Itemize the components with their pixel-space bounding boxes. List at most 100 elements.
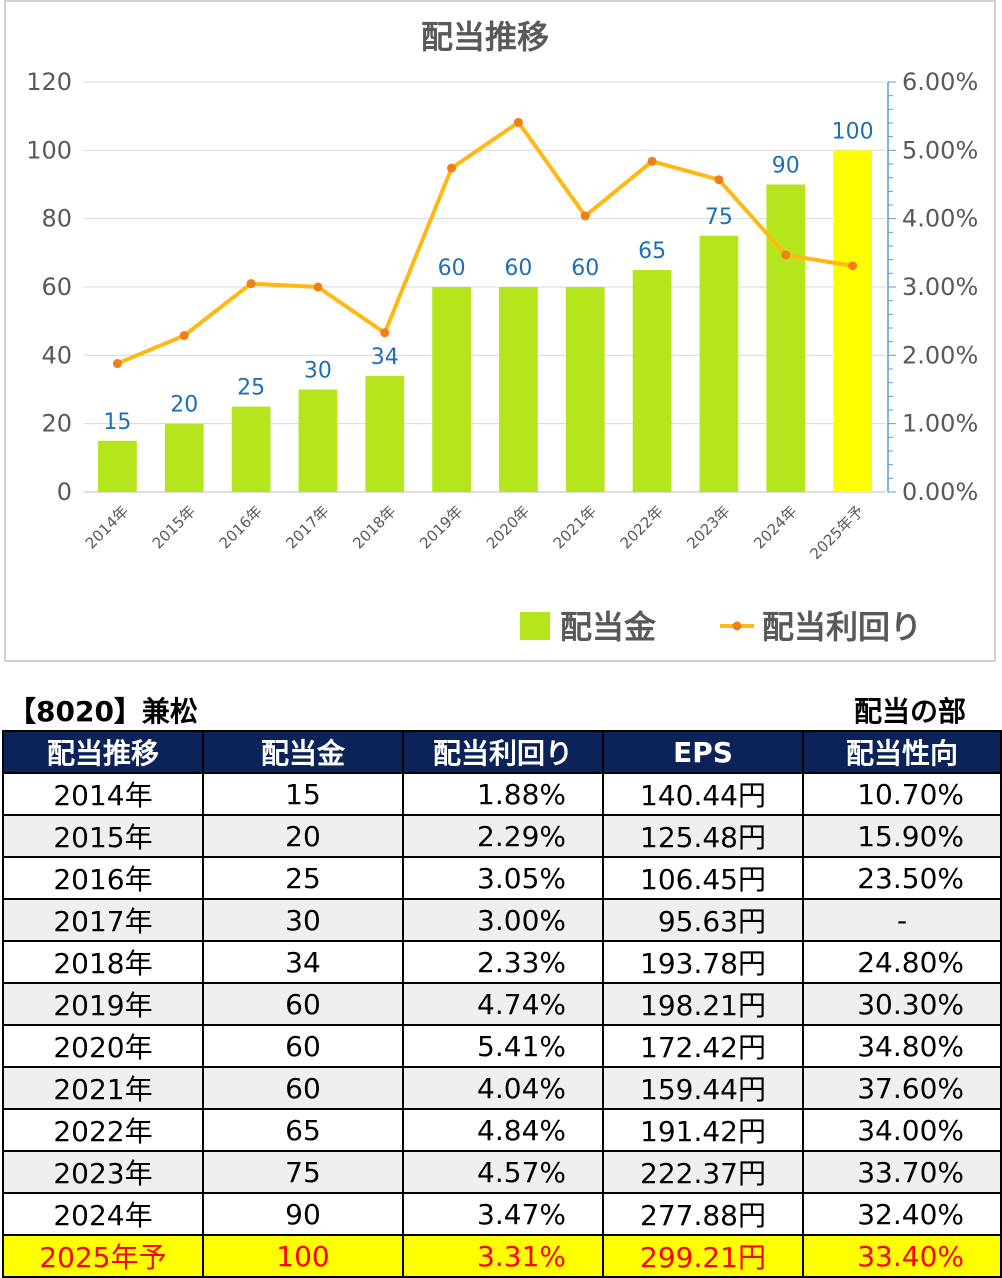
- yield-point: [179, 331, 189, 341]
- yield-point: [513, 117, 523, 127]
- x-tick-label: 2024年: [750, 502, 800, 552]
- y-right-tick-label: 4.00%: [902, 205, 978, 233]
- bar-data-label: 60: [504, 256, 532, 281]
- cell-payout: 15.90%: [802, 814, 1002, 858]
- cell-payout: 24.80%: [802, 940, 1002, 984]
- bar-data-label: 90: [772, 154, 800, 179]
- table-row: 2025年予 100 3.31% 299.21円 33.40%: [2, 1234, 1002, 1278]
- cell-eps: 191.42円: [602, 1108, 804, 1152]
- cell-year: 2020年: [2, 1024, 204, 1068]
- bar-data-label: 25: [237, 376, 265, 401]
- cell-year: 2015年: [2, 814, 204, 858]
- x-tick-label: 2025年予: [806, 502, 867, 563]
- cell-yield: 4.04%: [402, 1066, 604, 1110]
- cell-yield: 4.84%: [402, 1108, 604, 1152]
- cell-yield: 2.33%: [402, 940, 604, 984]
- table-row: 2015年 20 2.29% 125.48円 15.90%: [2, 814, 1002, 858]
- table-row: 2023年 75 4.57% 222.37円 33.70%: [2, 1150, 1002, 1194]
- x-tick-label: 2019年: [416, 502, 466, 552]
- cell-yield: 4.57%: [402, 1150, 604, 1194]
- y-left-tick-label: 80: [41, 205, 72, 233]
- bar: [632, 269, 672, 492]
- table-header-row: 配当推移 配当金 配当利回り EPS 配当性向: [2, 730, 1002, 774]
- bar-data-label: 65: [638, 239, 666, 264]
- bar-data-label: 20: [170, 393, 198, 418]
- cell-payout: 33.70%: [802, 1150, 1002, 1194]
- y-left-tick-label: 20: [41, 410, 72, 438]
- bar-data-label: 60: [571, 256, 599, 281]
- cell-yield: 4.74%: [402, 982, 604, 1026]
- cell-yield: 5.41%: [402, 1024, 604, 1068]
- bar: [98, 440, 137, 492]
- bar-data-label: 75: [705, 205, 733, 230]
- cell-payout: 34.80%: [802, 1024, 1002, 1068]
- cell-year: 2024年: [2, 1192, 204, 1236]
- x-tick-label: 2018年: [349, 502, 399, 552]
- y-left-tick-label: 100: [26, 136, 72, 164]
- bar: [565, 287, 605, 492]
- table-row: 2020年 60 5.41% 172.42円 34.80%: [2, 1024, 1002, 1068]
- bar-data-label: 100: [832, 119, 874, 144]
- cell-year: 2022年: [2, 1108, 204, 1152]
- bar: [766, 184, 806, 492]
- cell-payout: 30.30%: [802, 982, 1002, 1026]
- cell-eps: 159.44円: [602, 1066, 804, 1110]
- yield-point: [647, 156, 657, 166]
- table-header-bar: 【8020】兼松 配当の部: [8, 690, 994, 728]
- bar: [298, 389, 338, 492]
- cell-payout: 33.40%: [802, 1234, 1002, 1278]
- column-header-payout: 配当性向: [802, 730, 1002, 774]
- table-row: 2018年 34 2.33% 193.78円 24.80%: [2, 940, 1002, 984]
- cell-year: 2016年: [2, 856, 204, 900]
- x-tick-label: 2017年: [282, 502, 332, 552]
- cell-eps: 277.88円: [602, 1192, 804, 1236]
- yield-point: [580, 211, 590, 221]
- table-row: 2019年 60 4.74% 198.21円 30.30%: [2, 982, 1002, 1026]
- bar-data-label: 34: [371, 345, 399, 370]
- cell-dividend: 100: [202, 1234, 404, 1278]
- yield-point: [112, 359, 122, 369]
- cell-eps: 95.63円: [602, 898, 804, 942]
- cell-year: 2021年: [2, 1066, 204, 1110]
- table-row: 2021年 60 4.04% 159.44円 37.60%: [2, 1066, 1002, 1110]
- company-name: 【8020】兼松: [8, 695, 198, 728]
- yield-point: [380, 328, 390, 338]
- column-header-dividend: 配当金: [202, 730, 404, 774]
- cell-year: 2019年: [2, 982, 204, 1026]
- cell-dividend: 15: [202, 772, 404, 816]
- y-left-tick-label: 60: [41, 273, 72, 301]
- yield-point: [313, 282, 323, 292]
- x-tick-label: 2021年: [550, 502, 600, 552]
- dividend-table: 配当推移 配当金 配当利回り EPS 配当性向 2014年 15 1.88% 140.…: [2, 730, 1002, 1278]
- section-label: 配当の部: [853, 695, 966, 728]
- cell-dividend: 60: [202, 1024, 404, 1068]
- y-right-tick-label: 6.00%: [902, 68, 978, 96]
- cell-year: 2025年予: [2, 1234, 204, 1278]
- table-row: 2016年 25 3.05% 106.45円 23.50%: [2, 856, 1002, 900]
- legend-label-dividend: 配当金: [560, 608, 657, 646]
- cell-dividend: 30: [202, 898, 404, 942]
- cell-eps: 193.78円: [602, 940, 804, 984]
- cell-yield: 3.05%: [402, 856, 604, 900]
- cell-yield: 1.88%: [402, 772, 604, 816]
- bar: [499, 287, 538, 492]
- cell-dividend: 90: [202, 1192, 404, 1236]
- y-right-tick-label: 5.00%: [902, 136, 978, 164]
- cell-dividend: 65: [202, 1108, 404, 1152]
- bar: [164, 423, 204, 492]
- chart-title: 配当推移: [421, 18, 549, 56]
- x-tick-label: 2020年: [483, 502, 533, 552]
- cell-eps: 125.48円: [602, 814, 804, 858]
- y-right-tick-label: 0.00%: [902, 478, 978, 506]
- bar: [699, 235, 739, 492]
- yield-point: [447, 163, 457, 173]
- cell-dividend: 75: [202, 1150, 404, 1194]
- table-row: 2017年 30 3.00% 95.63円 -: [2, 898, 1002, 942]
- cell-eps: 140.44円: [602, 772, 804, 816]
- cell-yield: 3.00%: [402, 898, 604, 942]
- cell-dividend: 20: [202, 814, 404, 858]
- y-left-tick-label: 40: [41, 341, 72, 369]
- bar-data-label: 15: [103, 410, 131, 435]
- chart-panel: 配当推移 0 20 40 60 80 100 120 0.00% 1.00% 2.00% 3.00% 4…: [4, 0, 996, 662]
- yield-line: [116, 120, 853, 366]
